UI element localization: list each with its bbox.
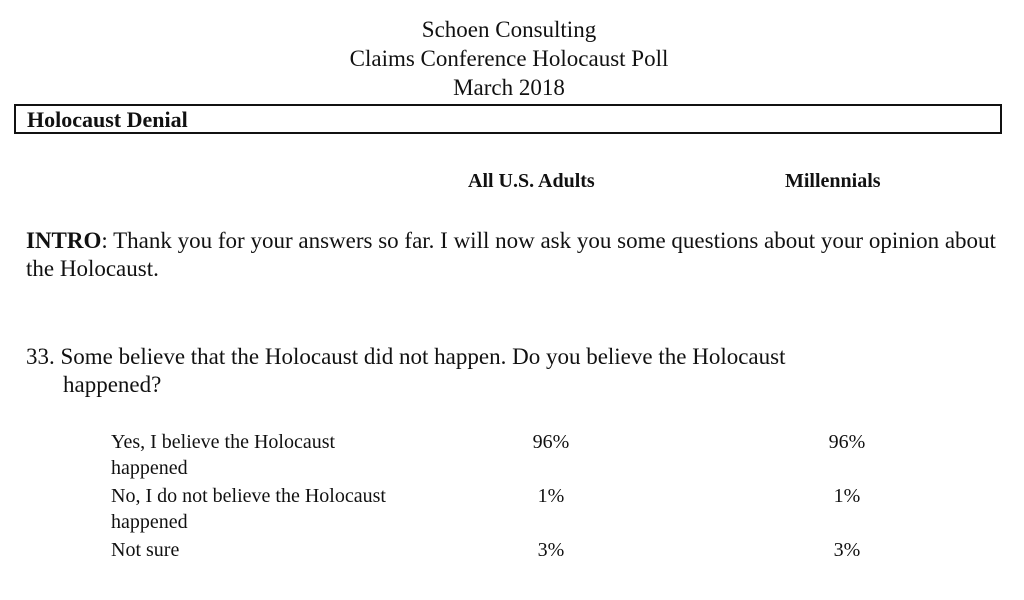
response-value-millennials: 1%	[833, 485, 861, 507]
intro-text: : Thank you for your answers so far. I w…	[26, 228, 996, 281]
response-row: No, I do not believe the Holocaust happe…	[0, 483, 1024, 535]
section-header-box: Holocaust Denial	[14, 104, 1002, 134]
response-label: Yes, I believe the Holocaust happened	[111, 431, 336, 479]
section-title: Holocaust Denial	[27, 107, 188, 132]
poll-date: March 2018	[453, 75, 565, 100]
column-header-millennials: Millennials	[785, 170, 881, 192]
column-header-adults: All U.S. Adults	[468, 170, 595, 192]
poll-title: Claims Conference Holocaust Poll	[349, 46, 669, 71]
question-33: 33. Some believe that the Holocaust did …	[26, 343, 926, 399]
question-line-1: 33. Some believe that the Holocaust did …	[26, 344, 786, 369]
response-row: Yes, I believe the Holocaust happened 96…	[0, 429, 1024, 481]
response-row: Not sure 3% 3%	[0, 537, 1024, 589]
response-label: Not sure	[111, 539, 180, 561]
intro-label: INTRO	[26, 228, 102, 253]
organization-name: Schoen Consulting	[421, 17, 597, 42]
response-value-millennials: 96%	[828, 431, 866, 453]
intro-paragraph: INTRO: Thank you for your answers so far…	[26, 227, 996, 283]
question-line-2: happened?	[63, 372, 162, 397]
response-value-adults: 96%	[532, 431, 570, 453]
response-value-adults: 1%	[537, 485, 565, 507]
response-value-millennials: 3%	[833, 539, 861, 561]
response-value-adults: 3%	[537, 539, 565, 561]
response-label: No, I do not believe the Holocaust happe…	[111, 485, 386, 533]
